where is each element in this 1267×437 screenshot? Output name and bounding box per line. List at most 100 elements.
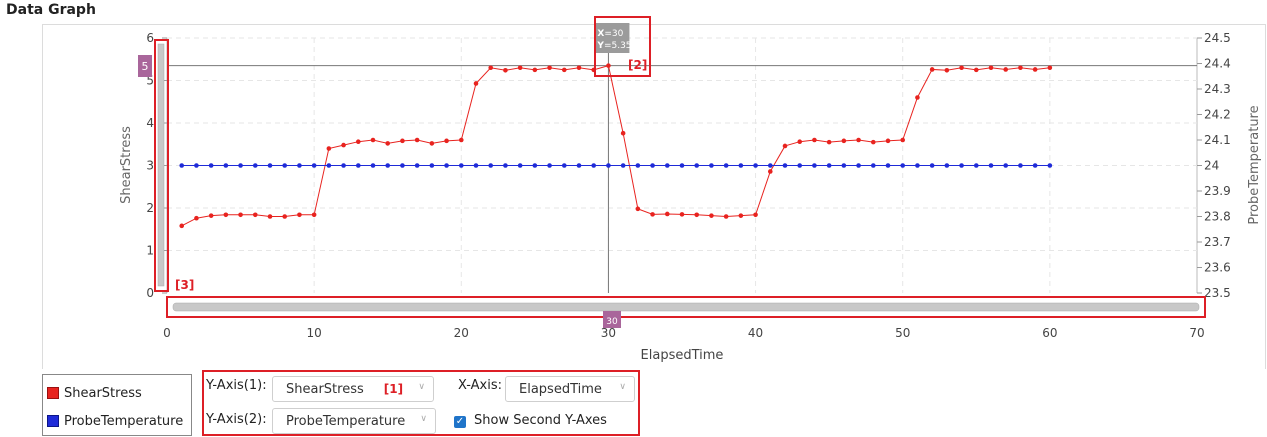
data-graph-chart[interactable]: 0 10 20 30 40 50 60 70 0 1 2 3 4 5 6 23.5 23.6 23.7 23.8 23… (0, 0, 1267, 370)
data-point-shearstress[interactable] (767, 169, 773, 174)
data-point-shearstress[interactable] (694, 212, 700, 218)
data-point-shearstress[interactable] (900, 137, 906, 143)
data-point-probetemperature[interactable] (738, 163, 744, 168)
data-point-probetemperature[interactable] (900, 163, 906, 168)
data-point-shearstress[interactable] (635, 206, 641, 212)
data-point-probetemperature[interactable] (753, 163, 758, 168)
show-second-y-axes-label[interactable]: Show Second Y-Axes (474, 413, 607, 428)
data-point-probetemperature[interactable] (973, 163, 979, 168)
data-point-shearstress[interactable] (606, 63, 611, 68)
data-point-probetemperature[interactable] (561, 163, 567, 168)
data-point-shearstress[interactable] (517, 65, 523, 71)
data-point-probetemperature[interactable] (208, 163, 214, 168)
data-point-shearstress[interactable] (238, 212, 243, 218)
data-point-probetemperature[interactable] (355, 163, 361, 168)
data-point-shearstress[interactable] (709, 213, 714, 218)
data-point-probetemperature[interactable] (517, 163, 523, 168)
data-point-shearstress[interactable] (532, 67, 538, 73)
data-point-shearstress[interactable] (870, 139, 876, 145)
data-point-shearstress[interactable] (576, 65, 582, 71)
data-point-shearstress[interactable] (723, 214, 729, 219)
data-point-shearstress[interactable] (429, 141, 435, 146)
data-point-probetemperature[interactable] (959, 163, 964, 168)
data-point-probetemperature[interactable] (341, 163, 346, 168)
data-point-probetemperature[interactable] (841, 163, 847, 168)
data-point-probetemperature[interactable] (238, 163, 243, 168)
data-point-probetemperature[interactable] (488, 163, 494, 168)
data-point-probetemperature[interactable] (194, 163, 199, 168)
data-point-shearstress[interactable] (841, 138, 847, 144)
data-point-shearstress[interactable] (194, 215, 199, 221)
data-point-shearstress[interactable] (267, 214, 273, 219)
data-point-probetemperature[interactable] (1003, 163, 1009, 168)
data-point-shearstress[interactable] (444, 138, 449, 144)
data-point-shearstress[interactable] (297, 212, 302, 218)
data-point-probetemperature[interactable] (635, 163, 641, 168)
data-point-probetemperature[interactable] (400, 163, 405, 168)
x-slider-handle[interactable] (603, 311, 621, 328)
data-point-probetemperature[interactable] (532, 163, 538, 168)
data-point-probetemperature[interactable] (252, 163, 258, 168)
data-point-shearstress[interactable] (547, 65, 552, 71)
data-point-shearstress[interactable] (959, 65, 964, 71)
legend-item-probetemperature[interactable]: ProbeTemperature (47, 411, 183, 431)
data-point-shearstress[interactable] (988, 65, 994, 71)
data-point-shearstress[interactable] (385, 141, 391, 146)
data-point-shearstress[interactable] (1032, 67, 1038, 72)
y-axis1-select[interactable]: ShearStress [1] ∨ (272, 376, 434, 402)
data-point-shearstress[interactable] (1018, 65, 1023, 71)
data-point-shearstress[interactable] (282, 214, 288, 219)
data-point-probetemperature[interactable] (812, 163, 817, 168)
data-point-shearstress[interactable] (561, 67, 567, 73)
data-point-probetemperature[interactable] (1047, 163, 1053, 168)
data-point-shearstress[interactable] (929, 67, 935, 72)
data-point-probetemperature[interactable] (591, 163, 597, 168)
data-point-probetemperature[interactable] (458, 163, 464, 168)
data-point-shearstress[interactable] (458, 137, 464, 143)
data-point-probetemperature[interactable] (444, 163, 449, 168)
data-point-probetemperature[interactable] (620, 163, 626, 168)
data-point-probetemperature[interactable] (429, 163, 435, 168)
x-axis-select[interactable]: ElapsedTime ∨ (505, 376, 635, 402)
data-point-probetemperature[interactable] (694, 163, 700, 168)
data-point-probetemperature[interactable] (223, 163, 229, 168)
data-point-probetemperature[interactable] (1018, 163, 1023, 168)
data-point-probetemperature[interactable] (915, 163, 920, 168)
data-point-shearstress[interactable] (856, 137, 861, 143)
data-point-probetemperature[interactable] (606, 163, 611, 168)
data-point-shearstress[interactable] (400, 138, 405, 144)
data-point-shearstress[interactable] (252, 212, 258, 218)
data-point-shearstress[interactable] (753, 212, 758, 218)
data-point-probetemperature[interactable] (576, 163, 582, 168)
y-slider-handle[interactable] (138, 55, 152, 77)
data-point-probetemperature[interactable] (547, 163, 552, 168)
x-range-scrollbar[interactable] (172, 302, 1200, 312)
show-second-y-axes-checkbox[interactable]: ✓ (454, 416, 466, 428)
data-point-shearstress[interactable] (885, 138, 891, 144)
data-point-probetemperature[interactable] (326, 163, 332, 168)
data-point-shearstress[interactable] (620, 130, 626, 136)
data-point-shearstress[interactable] (488, 65, 494, 71)
data-point-shearstress[interactable] (326, 146, 332, 151)
data-point-probetemperature[interactable] (503, 163, 508, 168)
data-point-probetemperature[interactable] (297, 163, 302, 168)
data-point-probetemperature[interactable] (679, 163, 685, 168)
data-point-probetemperature[interactable] (370, 163, 376, 168)
data-point-shearstress[interactable] (782, 143, 788, 149)
data-point-shearstress[interactable] (812, 137, 817, 143)
data-point-shearstress[interactable] (473, 81, 479, 86)
y-axis2-select[interactable]: ProbeTemperature ∨ (272, 408, 436, 434)
data-point-shearstress[interactable] (973, 67, 979, 73)
data-point-probetemperature[interactable] (650, 163, 655, 168)
data-point-probetemperature[interactable] (473, 163, 479, 168)
data-point-probetemperature[interactable] (282, 163, 288, 168)
data-point-probetemperature[interactable] (311, 163, 317, 168)
data-point-probetemperature[interactable] (797, 163, 803, 168)
data-point-shearstress[interactable] (826, 139, 832, 145)
data-point-probetemperature[interactable] (870, 163, 876, 168)
data-point-shearstress[interactable] (179, 223, 185, 229)
data-point-probetemperature[interactable] (723, 163, 729, 168)
data-point-probetemperature[interactable] (885, 163, 891, 168)
data-point-probetemperature[interactable] (782, 163, 788, 168)
data-point-probetemperature[interactable] (385, 163, 391, 168)
